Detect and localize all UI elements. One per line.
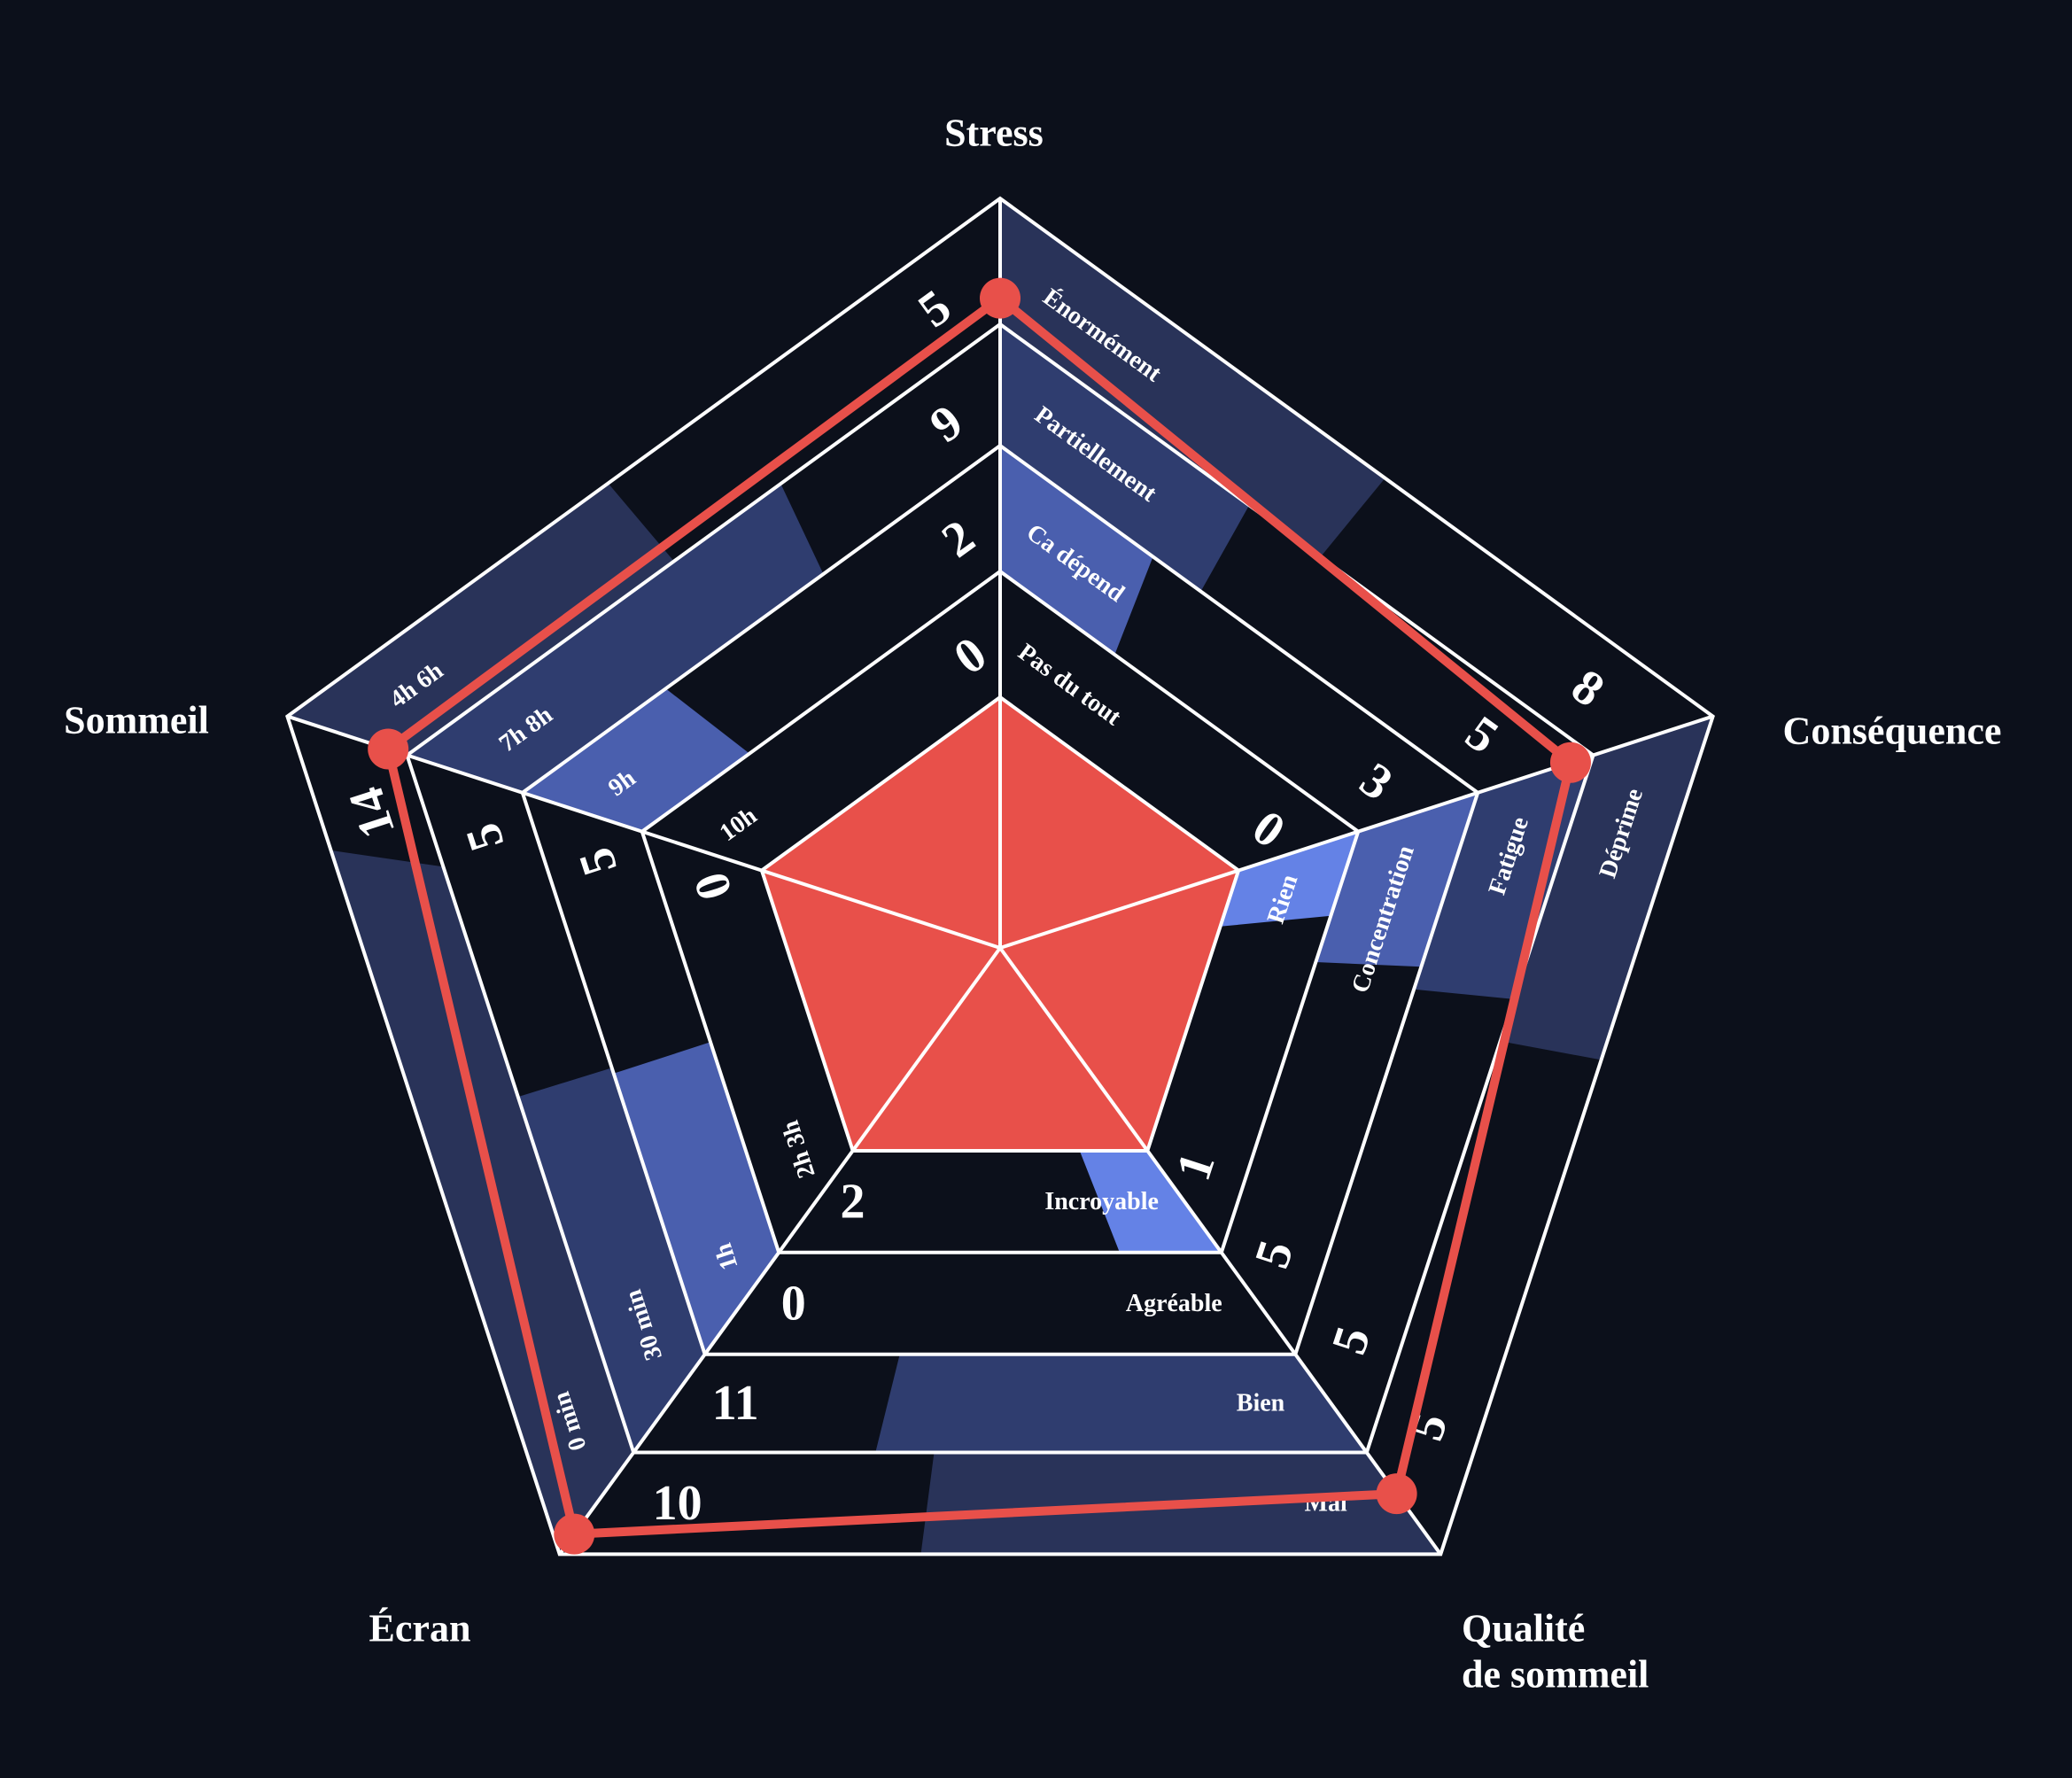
- band-fill-4h-6h: [287, 483, 674, 756]
- band-fill-partiellement: [1000, 324, 1250, 592]
- band-fill-1h: [613, 1042, 780, 1355]
- band-fill-0-min: [330, 850, 634, 1555]
- axis-title-stress: Stress: [944, 112, 1044, 155]
- band-fill-enormement: [1000, 198, 1385, 557]
- grid: [285, 196, 1715, 1557]
- series-point-ecran: [554, 1513, 595, 1555]
- axis-title-sommeil: Sommeil: [64, 699, 209, 742]
- series-polyline: [384, 293, 1575, 1539]
- grid-ring: [285, 196, 1715, 1557]
- band-fill-incroyable: [1079, 1151, 1222, 1253]
- grid-spoke: [558, 946, 1002, 1556]
- row-count-agreable: 0: [781, 1276, 806, 1331]
- axis-title-ecran: Écran: [369, 1607, 471, 1650]
- grid-ring: [520, 443, 1480, 1356]
- series-point-stress: [980, 277, 1020, 319]
- band-fill-ca-depend: [1000, 446, 1153, 655]
- series-point-sommeil: [368, 728, 409, 770]
- band-fill-fatigue: [1414, 755, 1594, 999]
- band-fill-9h: [522, 688, 750, 832]
- grid-ring: [759, 695, 1241, 1153]
- row-count-bien: 11: [712, 1376, 759, 1431]
- row-count-incroyable: 2: [841, 1174, 865, 1229]
- axis-title-consequence: Conséquence: [1783, 710, 2002, 753]
- series-line: [368, 277, 1591, 1555]
- band-fill-deprime: [1500, 716, 1713, 1060]
- row-count-mal: 10: [653, 1476, 702, 1531]
- axis-title-qualite: Qualité: [1462, 1607, 1585, 1650]
- band-fill-7h-8h: [407, 484, 824, 793]
- grid-ring: [640, 569, 1361, 1254]
- band-fill-rien: [1220, 831, 1359, 927]
- band-fill-bien: [875, 1354, 1367, 1453]
- grid-spoke: [999, 714, 1714, 950]
- series-point-qualite-de-sommeil: [1376, 1473, 1417, 1515]
- row-label-agreable: Agréable: [1126, 1290, 1222, 1317]
- row-label-incroyable: Incroyable: [1044, 1188, 1159, 1215]
- axis-title-de-sommeil: de sommeil: [1462, 1653, 1649, 1696]
- grid-ring: [405, 322, 1595, 1455]
- band-fills: [287, 198, 1713, 1555]
- band-fill-concentration: [1315, 792, 1478, 967]
- band-fill-30-min: [517, 1068, 705, 1453]
- grid-spoke: [998, 946, 1442, 1556]
- row-label-bien: Bien: [1237, 1390, 1285, 1417]
- series-point-consequence: [1549, 741, 1591, 783]
